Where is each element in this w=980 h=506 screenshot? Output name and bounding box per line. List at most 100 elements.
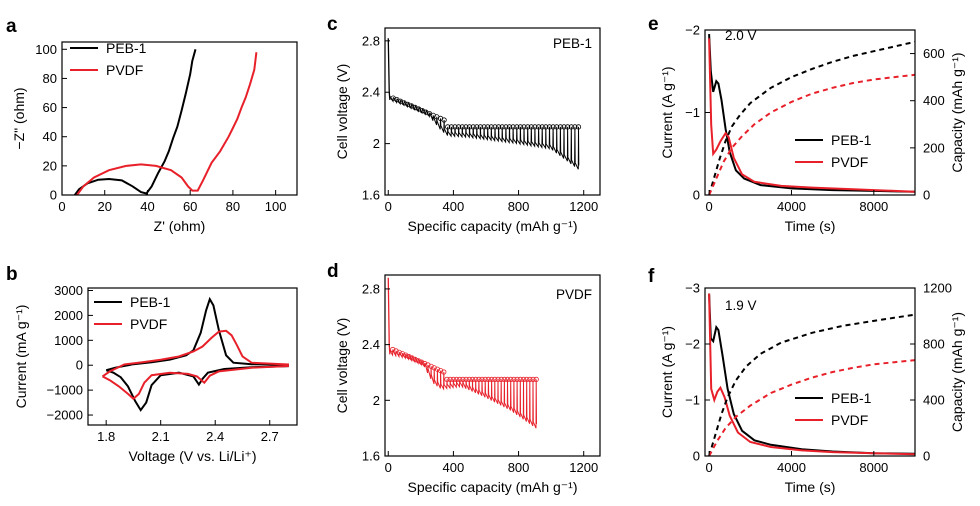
rest-point [431, 365, 437, 371]
y2-tick-label: 0 [923, 188, 930, 203]
y-tick-label: 60 [43, 100, 57, 115]
rest-point [457, 376, 463, 382]
y2-tick-label: 400 [923, 393, 945, 408]
pulse-segment [485, 379, 490, 400]
panel-label: b [6, 264, 18, 285]
pulse-segment [488, 379, 493, 401]
rest-point [447, 376, 453, 382]
rest-point [415, 358, 421, 364]
pulse-segment [567, 126, 573, 165]
rest-point [448, 124, 454, 130]
rest-point [434, 366, 440, 372]
rest-point [539, 124, 545, 130]
pulse-segment [400, 99, 405, 107]
pulse-segment [458, 126, 464, 139]
rest-point [470, 124, 476, 130]
rest-point [568, 124, 574, 130]
panel-label: f [648, 266, 655, 287]
pulse-segment [531, 126, 536, 148]
y-axis-label: Current (A g⁻¹) [659, 66, 675, 158]
x-tick-label: 400 [443, 460, 465, 475]
pulse-segment [552, 126, 558, 154]
pulse-segment [440, 371, 445, 391]
rest-point [466, 124, 473, 130]
y-tick-label: −3 [685, 281, 700, 296]
x-tick-label: 1.8 [97, 429, 115, 444]
rest-point [453, 376, 460, 382]
x-tick-label: 4000 [777, 199, 806, 214]
rest-point [557, 124, 564, 130]
y-tick-label: 2 [373, 393, 380, 408]
y2-tick-label: 400 [923, 93, 945, 108]
pulse-segment [574, 126, 580, 170]
rest-point [575, 124, 582, 130]
rest-point [521, 124, 527, 130]
x-tick-label: 0 [58, 199, 65, 214]
pulse-segment [556, 126, 562, 157]
pulse-segment [491, 126, 496, 143]
rest-point [511, 376, 517, 382]
panel-d: d 0 400 800 1200 1.6 2 2.4 2.8 Specific capacity … [327, 261, 601, 495]
y2-axis-label: Capacity (mAh g⁻¹) [949, 312, 965, 432]
y-tick-label: 3000 [54, 283, 83, 298]
x-tick-label: 40 [140, 199, 154, 214]
rest-point [517, 124, 524, 130]
pulse-segment [451, 126, 456, 138]
y-tick-label: −1000 [46, 383, 83, 398]
rest-point [412, 356, 418, 362]
pulse-segment [408, 354, 413, 363]
rest-point [406, 353, 412, 360]
axes-frame [384, 274, 601, 457]
rest-point [481, 124, 487, 130]
pulse-segment [509, 126, 514, 145]
rest-point [492, 376, 498, 382]
pulse-segment [507, 379, 512, 411]
panel-annotation: PEB-1 [553, 36, 592, 51]
legend-label: PVDF [831, 412, 868, 428]
y-axis-label: Cell voltage (V) [334, 64, 350, 160]
rest-point [409, 355, 415, 361]
pulse-segment [505, 126, 511, 145]
pulse-segment [494, 379, 499, 405]
rest-point [477, 124, 483, 130]
rest-point [495, 124, 502, 130]
y-axis-label: Current (A g⁻¹) [659, 326, 675, 418]
panel-b: b 1.8 2.1 2.4 2.7 −2000 −1000 0 1000 2000 3000 Volt… [6, 264, 298, 464]
x-tick-label: 800 [508, 199, 530, 214]
series-line-peb-1 [73, 49, 197, 196]
pulse-segment [414, 357, 420, 365]
pulse-segment [454, 126, 460, 138]
x-tick-label: 2.1 [152, 429, 170, 444]
legend-label: PVDF [130, 316, 167, 332]
y-tick-label: 2.4 [362, 85, 380, 100]
rest-point [479, 376, 485, 382]
rest-point [546, 124, 553, 130]
rest-point [525, 124, 531, 130]
rest-point [524, 376, 530, 382]
rest-point [527, 376, 533, 382]
pulse-segment [472, 379, 477, 394]
rest-point [499, 124, 505, 130]
rest-point [543, 124, 549, 130]
rest-point [459, 124, 465, 130]
axes-frame [61, 41, 298, 196]
rest-point [463, 376, 469, 382]
panel-label: e [648, 14, 659, 35]
pulse-segment [527, 126, 533, 148]
axes-frame [87, 287, 298, 426]
rest-point [460, 376, 466, 382]
y-tick-label: 0 [693, 449, 700, 464]
rest-point [428, 363, 434, 369]
pulse-segment [545, 126, 551, 151]
rest-point [482, 376, 488, 382]
rest-point [469, 376, 476, 382]
series-line-capacity-2 [708, 40, 916, 196]
series-line-pvdf [76, 52, 258, 196]
x-tick-label: 20 [97, 199, 111, 214]
y-tick-label: 1.6 [362, 188, 380, 203]
rest-point [452, 124, 458, 130]
series-line-pvdf [708, 293, 916, 456]
x-tick-label: 0 [706, 460, 713, 475]
y-tick-label: 0 [693, 188, 700, 203]
pulse-segment [481, 379, 486, 398]
